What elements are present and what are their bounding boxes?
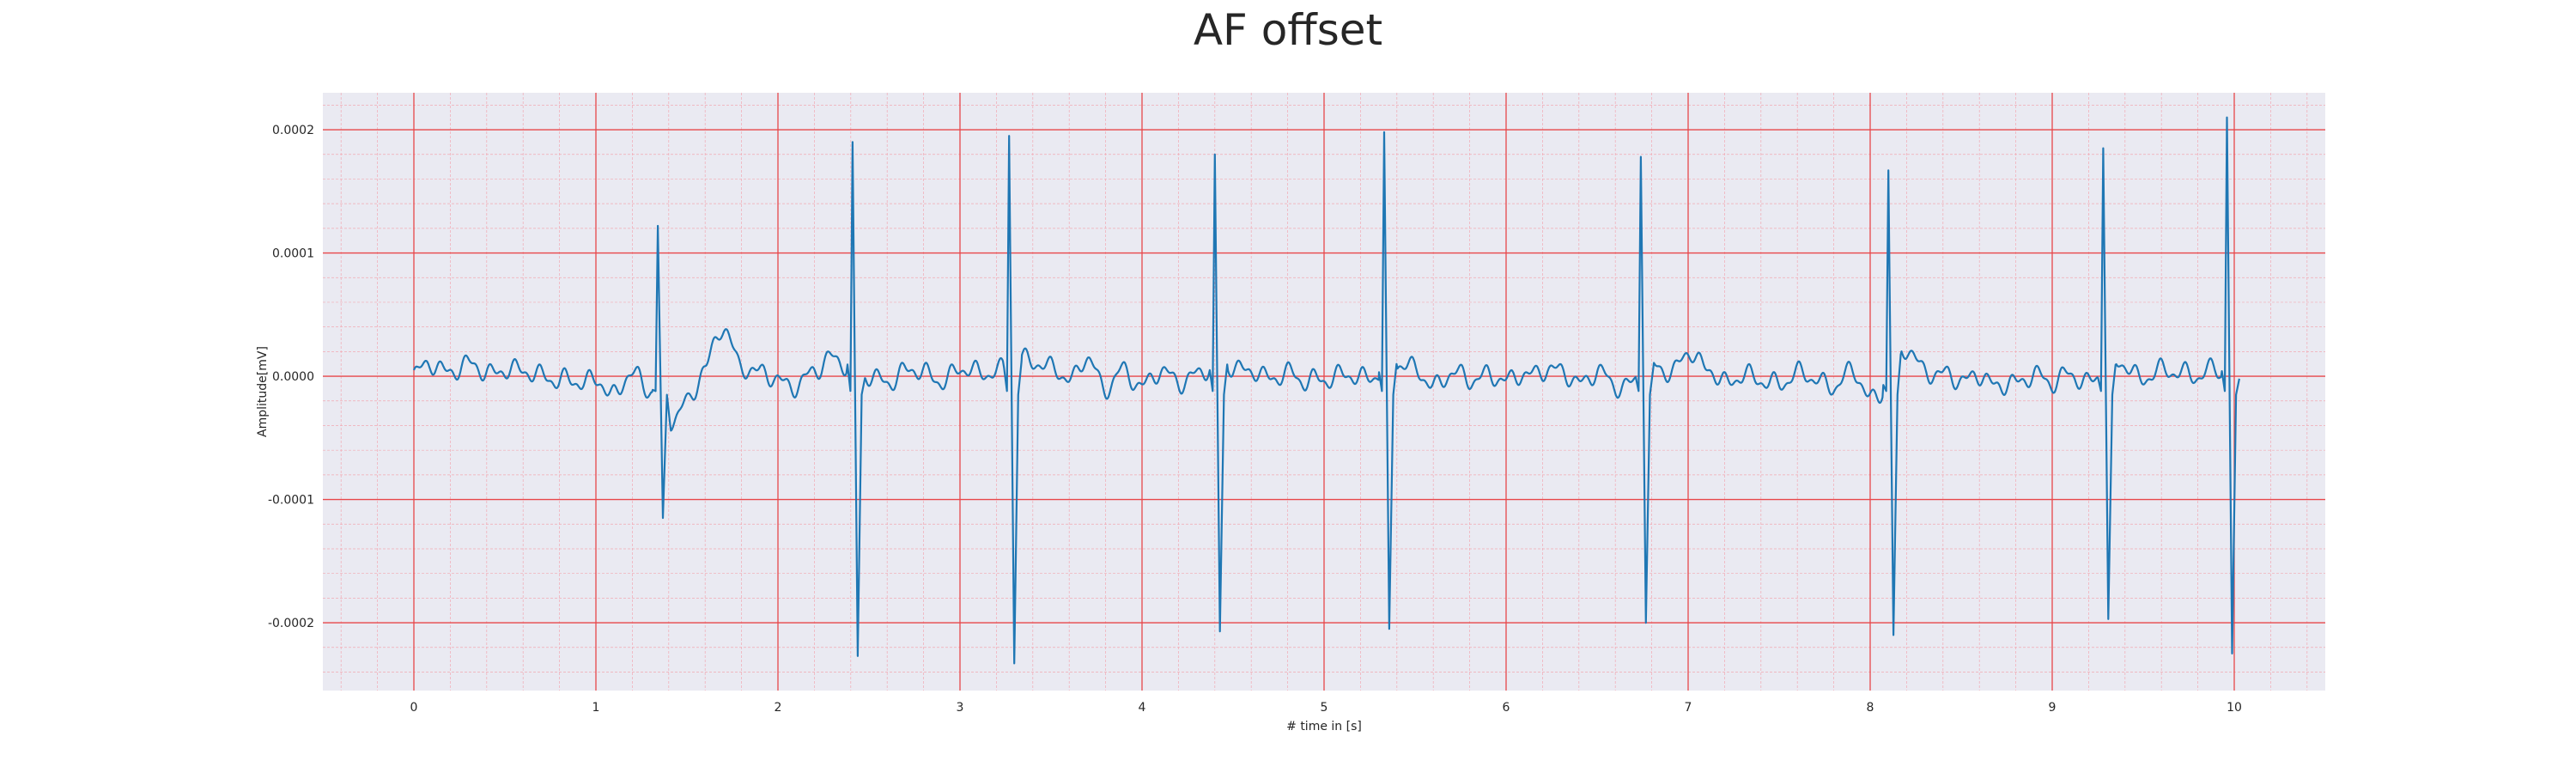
chart-title: AF offset <box>1194 5 1382 55</box>
x-tick-label: 0 <box>410 701 418 715</box>
x-axis-label: # time in [s] <box>1286 720 1362 733</box>
ecg-series-line <box>412 116 2240 665</box>
y-tick-label: -0.0001 <box>268 494 314 508</box>
x-tick-labels: 0 1 2 3 4 5 6 7 8 9 10 <box>410 701 2242 715</box>
y-tick-labels: -0.0002 -0.0001 0.0000 0.0001 0.0002 <box>268 124 314 630</box>
x-tick-label: 1 <box>592 701 600 715</box>
x-tick-label: 9 <box>2049 701 2057 715</box>
y-tick-label: 0.0001 <box>272 247 314 261</box>
x-tick-label: 5 <box>1321 701 1328 715</box>
x-tick-label: 10 <box>2227 701 2242 715</box>
x-tick-label: 6 <box>1503 701 1510 715</box>
x-tick-label: 7 <box>1685 701 1692 715</box>
x-tick-label: 8 <box>1867 701 1874 715</box>
y-axis-label: Amplitude[mV] <box>256 346 270 437</box>
y-tick-label: 0.0000 <box>272 370 314 384</box>
y-tick-label: -0.0002 <box>268 617 314 630</box>
y-tick-label: 0.0002 <box>272 124 314 137</box>
x-tick-label: 4 <box>1139 701 1146 715</box>
x-tick-label: 3 <box>957 701 964 715</box>
x-tick-label: 2 <box>775 701 782 715</box>
